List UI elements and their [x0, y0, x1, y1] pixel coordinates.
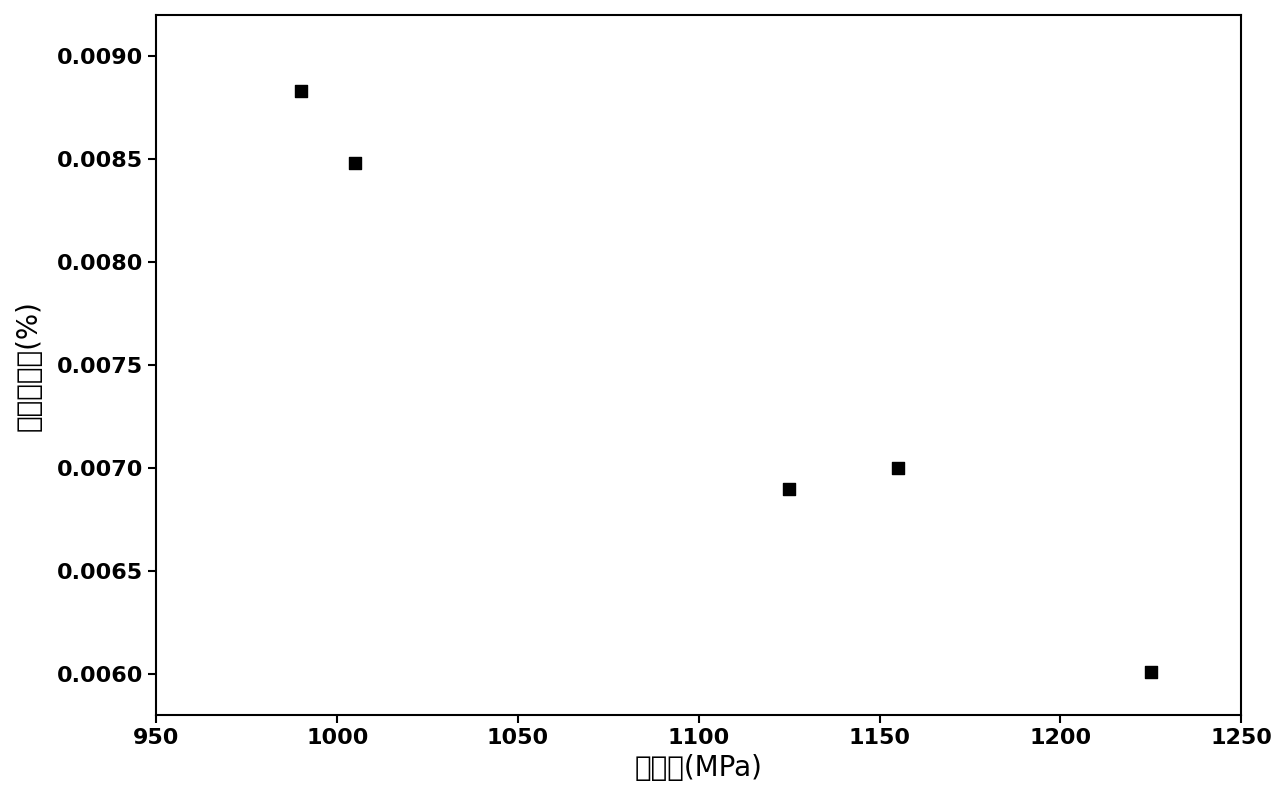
Point [291, 84, 311, 97]
X-axis label: 张应力(MPa): 张应力(MPa) [634, 754, 763, 782]
Point [779, 482, 799, 495]
Point [1140, 665, 1161, 678]
Point [345, 157, 366, 170]
Point [887, 461, 907, 474]
Y-axis label: 相对氢含量(%): 相对氢含量(%) [15, 300, 42, 430]
